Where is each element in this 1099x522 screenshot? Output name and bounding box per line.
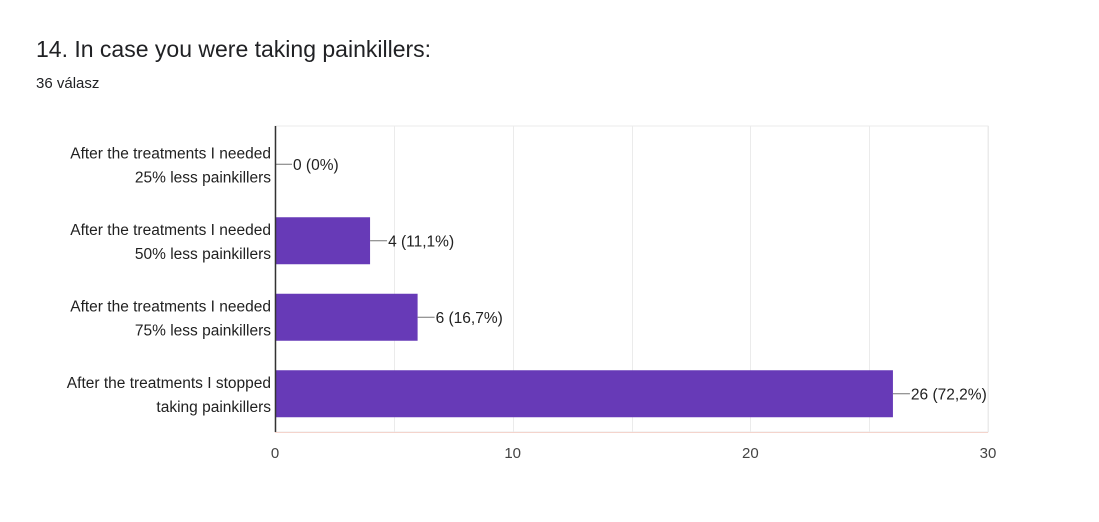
x-tick-label: 10 bbox=[504, 445, 521, 462]
data-label: 0 (0%) bbox=[293, 157, 339, 174]
category-label: After the treatments I stopped bbox=[67, 375, 271, 392]
response-count: 36 válasz bbox=[36, 75, 100, 92]
category-label: After the treatments I needed bbox=[70, 298, 271, 315]
bar bbox=[275, 217, 371, 265]
x-tick-label: 0 bbox=[271, 445, 279, 462]
category-label: After the treatments I needed bbox=[70, 145, 271, 162]
category-label: taking painkillers bbox=[156, 399, 271, 416]
data-label: 4 (11,1%) bbox=[388, 233, 454, 250]
category-label: 50% less painkillers bbox=[135, 246, 271, 263]
x-tick-label: 30 bbox=[980, 445, 997, 462]
chart-title: 14. In case you were taking painkillers: bbox=[36, 36, 432, 62]
category-label: 25% less painkillers bbox=[135, 169, 271, 186]
data-label: 6 (16,7%) bbox=[436, 310, 503, 327]
bar bbox=[275, 293, 418, 341]
x-tick-label: 20 bbox=[742, 445, 759, 462]
data-label: 26 (72,2%) bbox=[911, 386, 987, 403]
bar bbox=[275, 370, 893, 418]
category-label: After the treatments I needed bbox=[70, 222, 271, 239]
category-label: 75% less painkillers bbox=[135, 322, 271, 339]
